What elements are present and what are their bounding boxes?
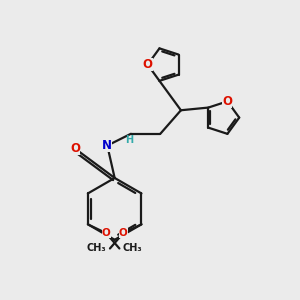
Text: O: O xyxy=(142,58,153,71)
Text: O: O xyxy=(102,228,110,238)
Text: N: N xyxy=(102,139,112,152)
Text: O: O xyxy=(70,142,80,155)
Text: O: O xyxy=(222,95,233,108)
Text: H: H xyxy=(125,135,134,145)
Text: O: O xyxy=(119,228,128,238)
Text: CH₃: CH₃ xyxy=(87,244,106,254)
Text: CH₃: CH₃ xyxy=(123,244,142,254)
